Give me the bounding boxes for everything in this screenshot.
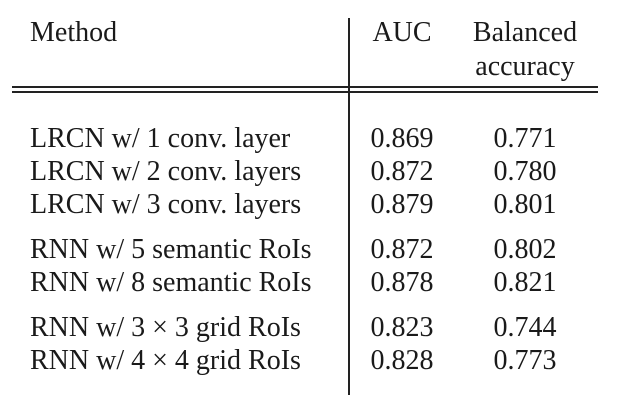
row-balanced: 0.802	[493, 234, 557, 265]
row-auc: 0.828	[370, 345, 434, 376]
row-method: RNN w/ 8 semantic RoIs	[30, 267, 312, 298]
header-rule-bottom	[12, 91, 598, 93]
row-auc: 0.872	[370, 234, 434, 265]
row-balanced: 0.780	[493, 156, 557, 187]
row-balanced: 0.744	[493, 312, 557, 343]
row-method: LRCN w/ 3 conv. layers	[30, 189, 302, 220]
header-auc: AUC	[372, 17, 432, 48]
row-balanced: 0.773	[493, 345, 557, 376]
header-balanced-line1: Balanced	[472, 17, 578, 48]
row-auc: 0.872	[370, 156, 434, 187]
row-auc: 0.879	[370, 189, 434, 220]
column-divider	[348, 18, 350, 395]
row-method: LRCN w/ 1 conv. layer	[30, 123, 291, 154]
row-auc: 0.823	[370, 312, 434, 343]
row-balanced: 0.801	[493, 189, 557, 220]
row-method: RNN w/ 4 × 4 grid RoIs	[30, 345, 301, 376]
row-auc: 0.869	[370, 123, 434, 154]
row-auc: 0.878	[370, 267, 434, 298]
row-balanced: 0.821	[493, 267, 557, 298]
row-balanced: 0.771	[493, 123, 557, 154]
row-method: LRCN w/ 2 conv. layers	[30, 156, 302, 187]
header-balanced-line2: accuracy	[475, 51, 575, 82]
header-rule-top	[12, 86, 598, 88]
row-method: RNN w/ 5 semantic RoIs	[30, 234, 312, 265]
row-method: RNN w/ 3 × 3 grid RoIs	[30, 312, 301, 343]
header-method: Method	[30, 17, 118, 48]
